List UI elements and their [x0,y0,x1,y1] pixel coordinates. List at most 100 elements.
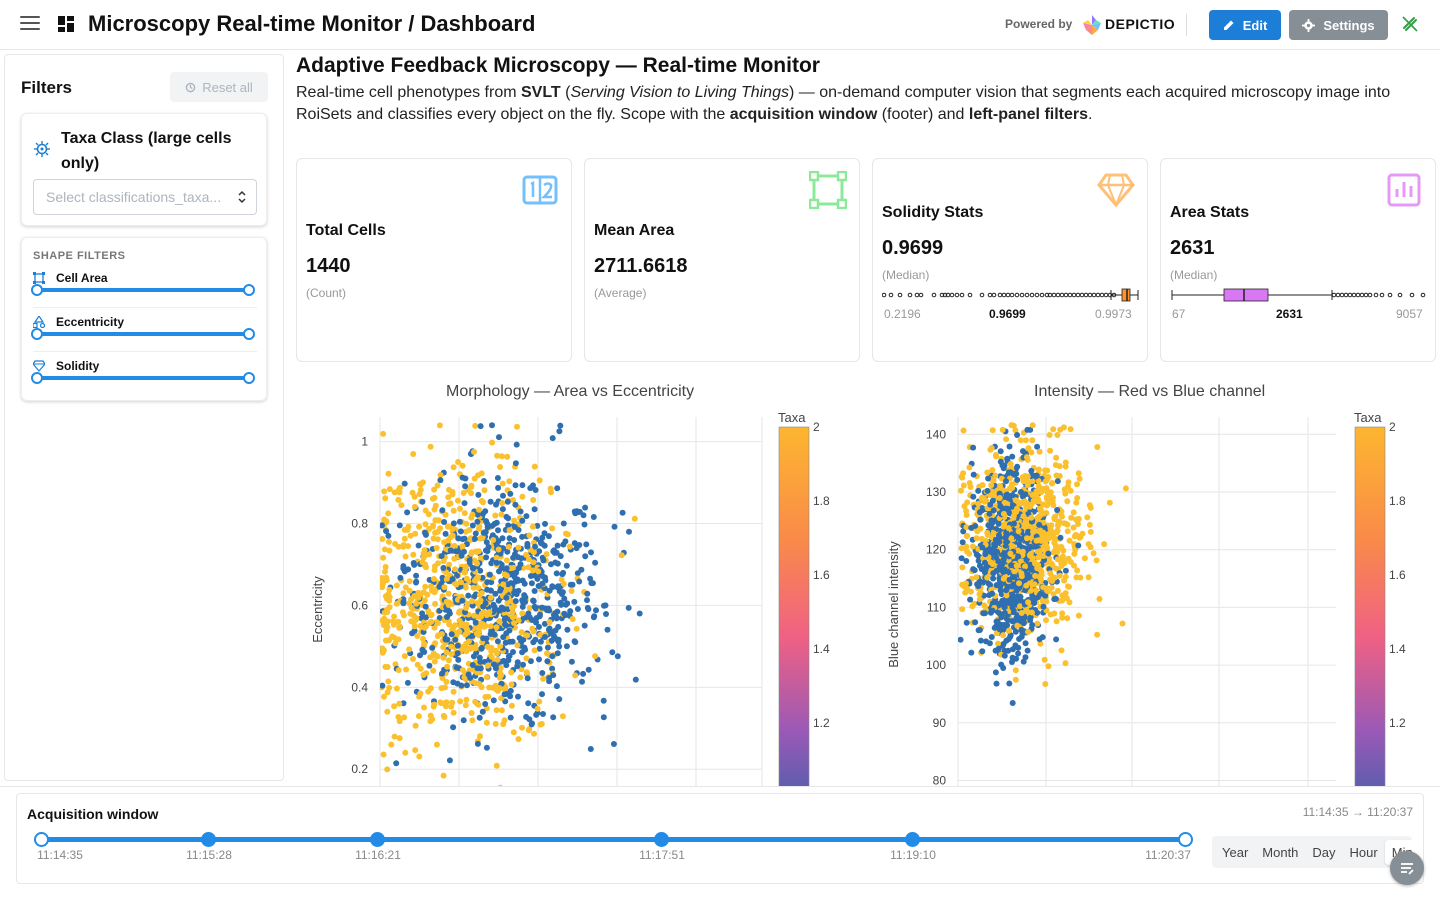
acquisition-time-slider[interactable] [41,837,1186,842]
scatter-point [427,443,434,450]
scatter-point [1053,636,1060,643]
solidity-min-handle[interactable] [31,372,43,384]
scatter-point [460,490,467,496]
cell-area-range-slider[interactable] [31,284,255,296]
scatter-point [514,423,520,430]
scatter-point [1075,542,1082,549]
scatter-point [1035,477,1042,484]
scatter-point [384,766,391,773]
scatter-point [557,599,564,606]
cell-area-min-handle[interactable] [31,284,43,296]
cell-area-max-handle[interactable] [243,284,255,296]
kpi-subtitle: (Median) [882,268,930,282]
scatter-point [442,530,449,537]
scatter-point [1070,509,1077,516]
scatter-point [976,596,983,603]
scatter-point [1024,473,1031,480]
acquisition-end-handle[interactable] [1178,832,1193,847]
scatter-point [1020,658,1027,665]
scatter-point [958,487,964,494]
scatter-point [519,649,526,656]
solidity-range-slider[interactable] [31,372,255,384]
eccentricity-max-handle[interactable] [243,328,255,340]
scatter-point [1075,521,1081,527]
scatter-point [491,604,498,611]
scatter-point [431,701,438,708]
scatter-point [553,636,560,643]
settings-button[interactable]: Settings [1289,10,1388,40]
granularity-year[interactable]: Year [1222,844,1249,860]
scatter-point [490,537,497,543]
scatter-point [984,574,991,581]
eccentricity-range-slider[interactable] [31,328,255,340]
scatter-point [993,680,1000,687]
boxplot-outlier [1039,292,1045,298]
scatter-point [431,567,438,574]
scatter-point [478,610,485,617]
intensity-scatter-chart[interactable]: 140 130 120 110 100 90 80 Blue channel intensit… [872,405,1432,786]
scatter-point [1012,427,1019,434]
granularity-hour[interactable]: Hour [1349,844,1378,860]
morphology-scatter-chart[interactable]: 1 0.8 0.6 0.4 0.2 Eccentricity Taxa 2 1.8 1.6 1.4 1… [296,405,856,786]
scatter-point [572,672,579,679]
solidity-max-handle[interactable] [243,372,255,384]
scatter-point [1000,665,1007,671]
scatter-point [443,649,450,656]
reset-all-button[interactable]: Reset all [170,72,268,102]
scatter-point [997,503,1004,510]
scatter-point [1009,492,1016,499]
solidity-label: Solidity [56,359,100,373]
scatter-point [429,495,436,502]
scatter-point [979,544,986,551]
scatter-point [1062,463,1069,470]
scatter-point [397,484,403,491]
pencil-icon [1223,20,1234,30]
scatter-point [517,674,524,681]
scatter-point [1000,510,1007,517]
scatter-point [1042,681,1049,687]
scatter-point [508,681,515,688]
scatter-point [471,448,477,455]
scatter-point [1087,528,1094,535]
scatter-point [497,665,504,672]
scatter-point [451,543,458,550]
taxa-class-select[interactable]: Select classifications_taxa... [33,179,257,215]
scatter-point [541,620,548,627]
acquisition-start-handle[interactable] [34,832,49,847]
scatter-point [505,515,512,522]
scatter-point [959,474,966,481]
boxplot-outlier [1009,292,1015,298]
scatter-point [393,760,400,767]
scatter-point [466,527,473,533]
link-icon[interactable] [1400,14,1420,34]
granularity-month[interactable]: Month [1262,844,1299,860]
scatter-point [477,658,484,665]
scatter-point [498,604,505,611]
scatter-point [1072,546,1079,553]
scatter-point [1053,472,1060,479]
scatter-point [469,717,476,724]
scatter-point [487,594,494,601]
menu-burger-icon[interactable] [20,16,40,32]
scatter-point [509,614,516,621]
eccentricity-min-handle[interactable] [31,328,43,340]
scatter-point [440,772,447,779]
scatter-point [1068,514,1075,521]
app-title: Microscopy Real-time Monitor / Dashboard [88,11,536,36]
scatter-point [395,543,402,550]
scatter-point [1062,567,1069,574]
scatter-point [450,679,457,686]
scatter-point [403,666,410,673]
scatter-point [1024,535,1030,542]
scatter-point [457,505,463,512]
scatter-point [388,741,395,748]
notes-fab-button[interactable] [1390,851,1424,885]
scatter-point [381,488,388,495]
edit-button[interactable]: Edit [1209,10,1281,40]
scatter-point [400,598,407,605]
scatter-point [970,444,977,451]
scatter-point [1061,577,1068,584]
scatter-point [1020,619,1027,626]
scatter-point [492,512,499,519]
granularity-day[interactable]: Day [1312,844,1336,860]
